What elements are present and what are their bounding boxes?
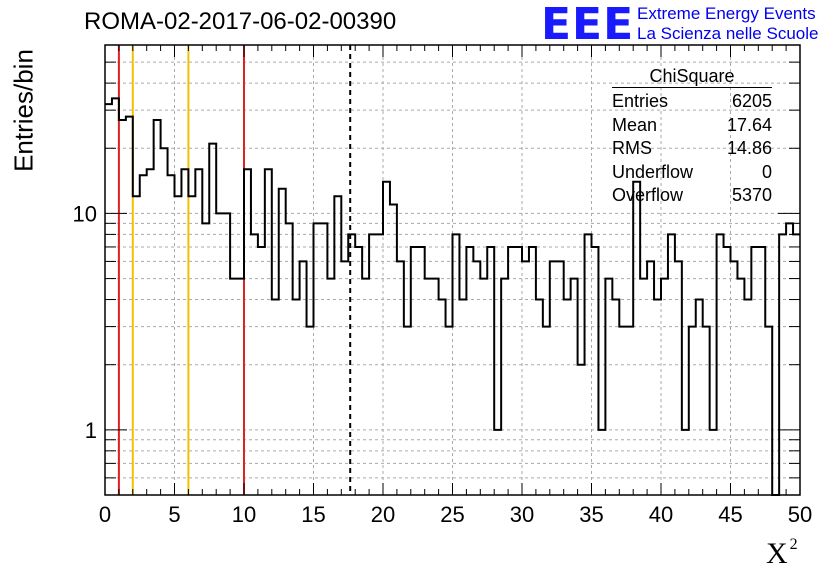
chart-title: ROMA-02-2017-06-02-00390 [84, 8, 397, 35]
stats-row-overflow: Overflow 5370 [612, 184, 772, 208]
x-axis-label-superscript: 2 [789, 536, 798, 553]
x-tick-label: 30 [510, 502, 534, 527]
axes: 0 5 10 15 20 25 30 35 40 45 50 1 10 [73, 44, 812, 527]
y-tick-label: 1 [85, 418, 97, 443]
x-tick-label: 40 [649, 502, 673, 527]
stats-row-entries: Entries 6205 [612, 90, 772, 114]
stats-row-rms: RMS 14.86 [612, 137, 772, 161]
stats-value: 0 [761, 161, 772, 182]
x-tick-label: 15 [301, 502, 325, 527]
stats-value: 14.86 [726, 138, 772, 158]
stats-row-underflow: Underflow 0 [612, 161, 772, 185]
x-tick-label: 35 [579, 502, 603, 527]
x-tick-label: 20 [371, 502, 395, 527]
y-axis-label: Entries/bin [8, 49, 39, 172]
logo-line-1: Extreme Energy Events [637, 4, 816, 23]
histogram-series [105, 97, 800, 496]
x-tick-label: 5 [168, 502, 180, 527]
stats-value: 5370 [731, 185, 772, 205]
stats-label: Mean [612, 114, 658, 135]
stats-label: Underflow [612, 161, 694, 182]
stats-value: 17.64 [726, 114, 772, 135]
stats-value: 6205 [731, 91, 772, 111]
y-tick-label: 10 [73, 201, 97, 226]
stats-row-mean: Mean 17.64 [612, 114, 772, 138]
x-tick-label: 10 [232, 502, 256, 527]
x-tick-label: 25 [440, 502, 464, 527]
x-tick-label: 50 [788, 502, 812, 527]
stats-box: ChiSquare Entries 6205 Mean 17.64 RMS 14.86… [612, 66, 772, 208]
stats-label: RMS [612, 138, 652, 158]
x-tick-label: 0 [99, 502, 111, 527]
reference-lines [117, 45, 352, 495]
logo-line-2: La Scienza nelle Scuole [637, 24, 819, 43]
stats-label: Overflow [612, 185, 684, 205]
histogram-line [105, 97, 800, 496]
stats-label: Entries [612, 91, 669, 111]
eee-logo: EEE [541, 0, 635, 50]
x-axis-label-text: X [766, 537, 788, 570]
x-tick-label: 45 [718, 502, 742, 527]
stats-title: ChiSquare [612, 66, 772, 88]
